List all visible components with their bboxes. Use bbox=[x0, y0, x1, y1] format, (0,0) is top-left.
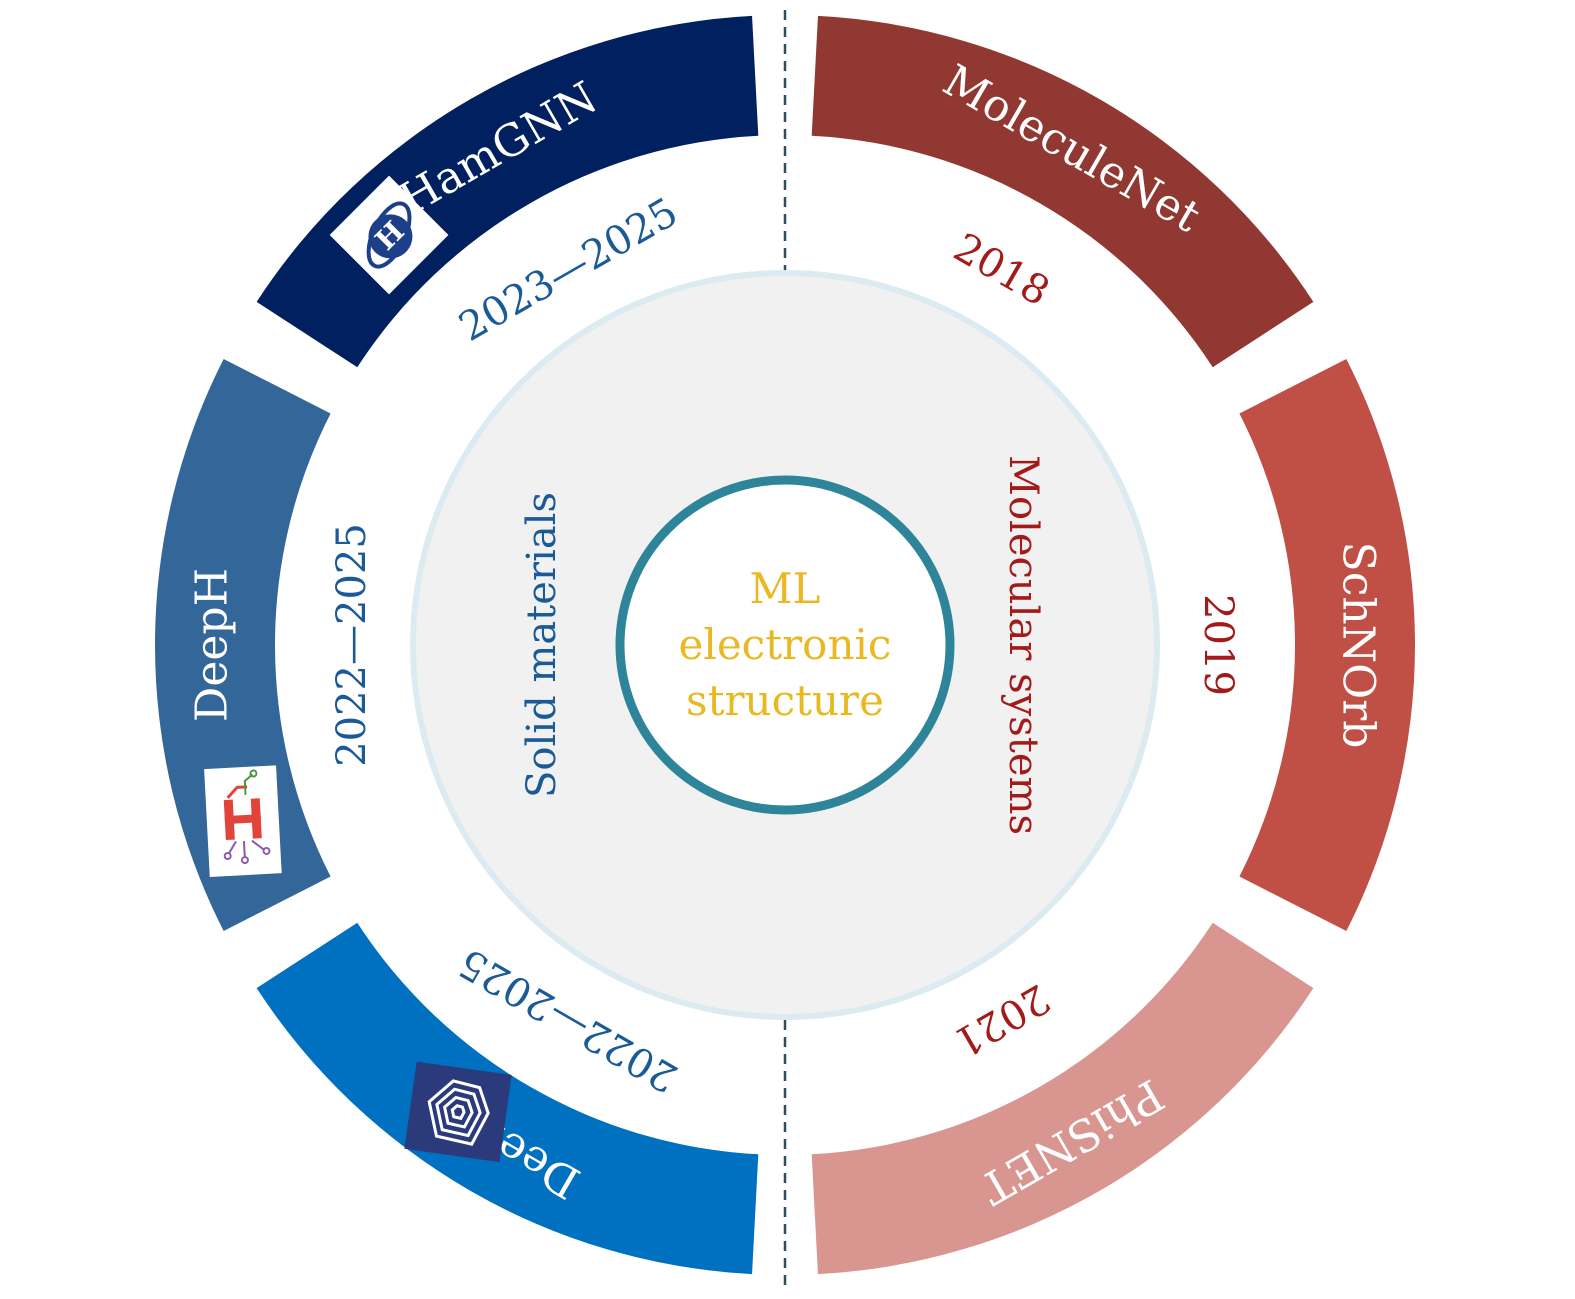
segment-schnorb: SchNOrb 2019 bbox=[1195, 358, 1416, 932]
segment-band-deeph bbox=[154, 358, 331, 932]
segment-deeph: DeepH 2022—2025 bbox=[154, 358, 375, 932]
segment-band-schnorb bbox=[1239, 358, 1416, 932]
center-title-line-2: electronic bbox=[679, 620, 892, 669]
deeph-logo-icon bbox=[204, 765, 282, 877]
segment-year-deeph: 2022—2025 bbox=[329, 523, 375, 767]
segment-name-deeph: DeepH bbox=[187, 568, 238, 722]
segment-year-phisnet: 2021 bbox=[946, 975, 1057, 1066]
segment-band-phisnet bbox=[811, 922, 1314, 1275]
center-title-line-1: ML bbox=[750, 564, 821, 613]
segment-year-moleculenet: 2018 bbox=[946, 225, 1057, 316]
center-circle bbox=[615, 475, 955, 815]
category-label-solid-materials: Solid materials bbox=[519, 492, 565, 798]
segment-year-schnorb: 2019 bbox=[1195, 594, 1241, 696]
segment-band-moleculenet bbox=[811, 15, 1314, 368]
deeptb-logo-icon bbox=[404, 1061, 512, 1163]
category-label-molecular-systems: Molecular systems bbox=[1000, 455, 1046, 835]
segment-name-schnorb: SchNOrb bbox=[1333, 542, 1384, 749]
center-title-line-3: structure bbox=[686, 676, 884, 725]
